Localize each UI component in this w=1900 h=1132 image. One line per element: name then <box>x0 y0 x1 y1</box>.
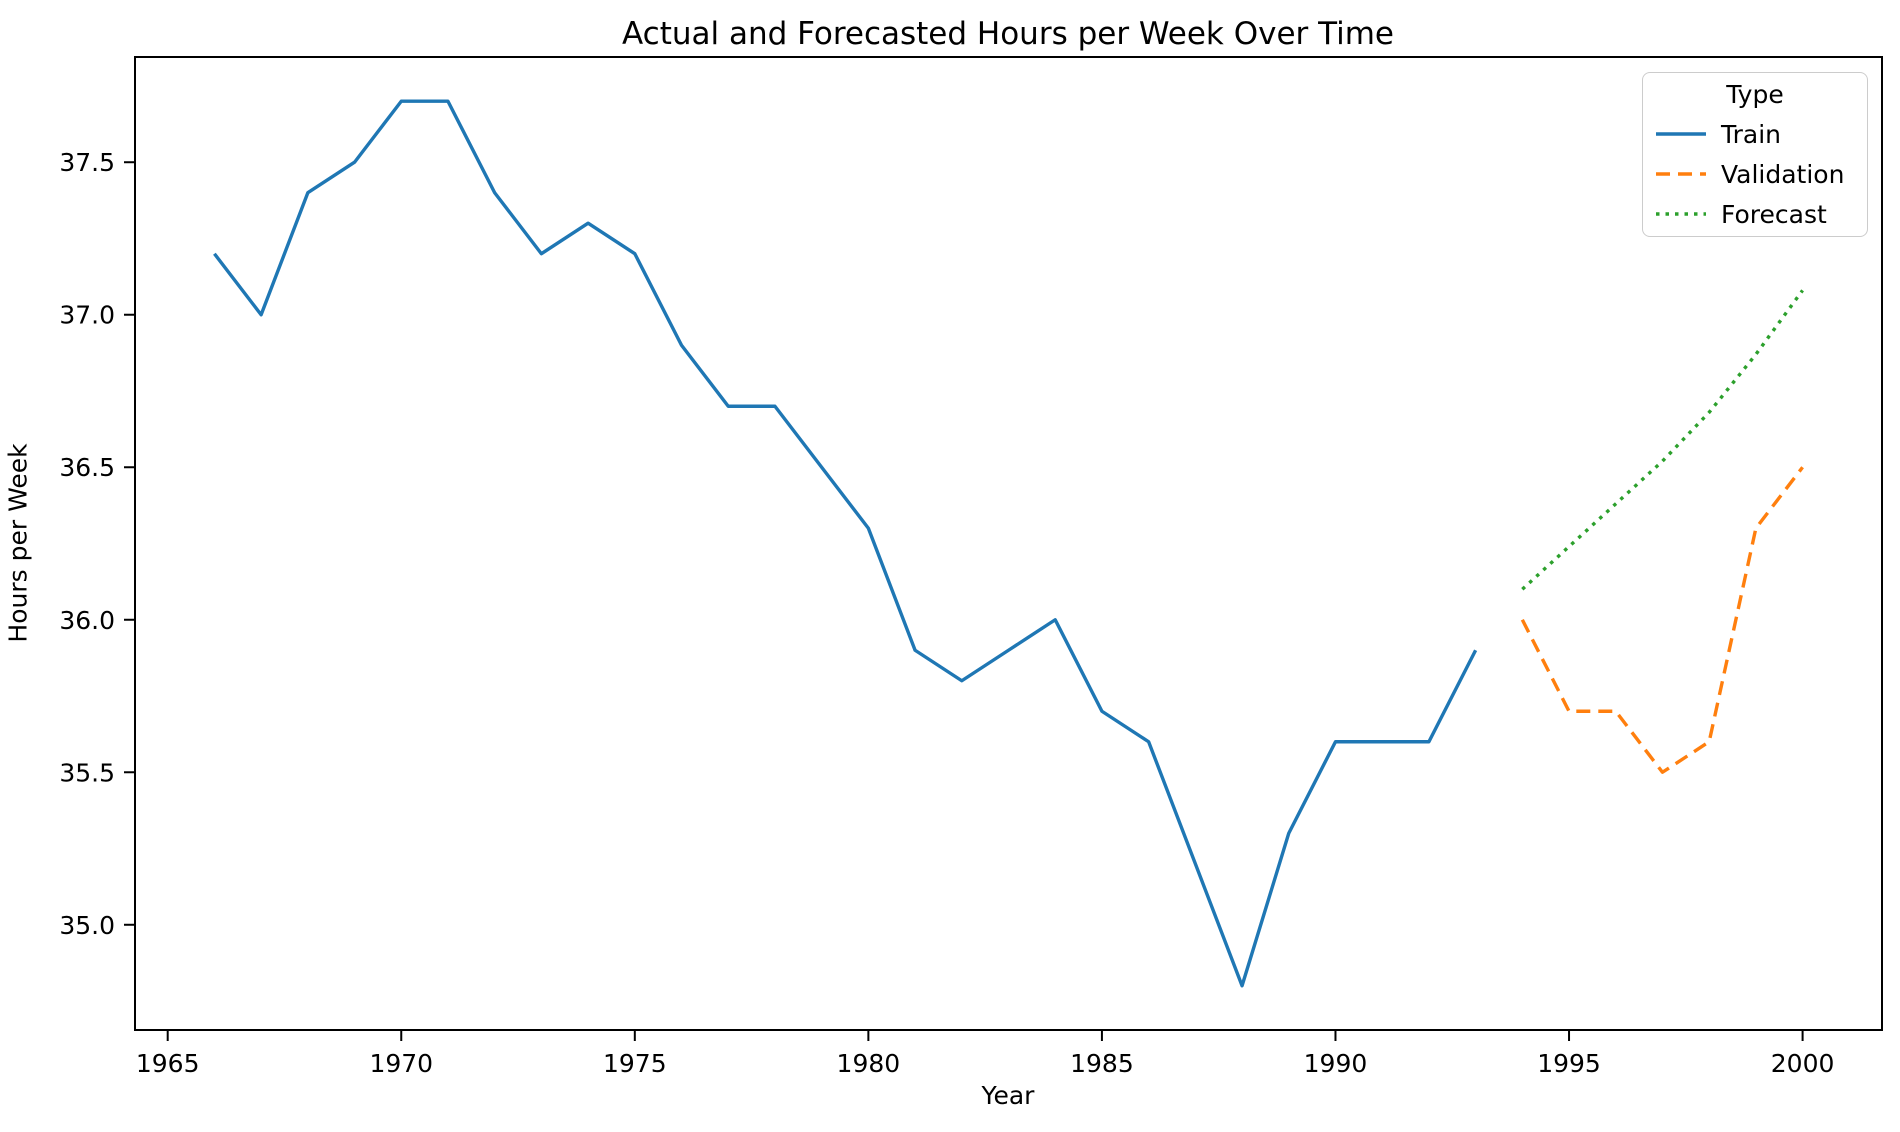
x-tick-label: 2000 <box>1771 1049 1835 1078</box>
train-line-sample-icon <box>1656 132 1706 136</box>
x-tick-label: 1970 <box>369 1049 433 1078</box>
y-tick-label: 35.5 <box>59 758 115 787</box>
forecast-line-sample-icon <box>1656 212 1706 216</box>
y-tick-label: 37.5 <box>59 148 115 177</box>
x-tick-label: 1980 <box>837 1049 901 1078</box>
forecast-series-line <box>1521 289 1804 591</box>
x-tick-label: 1985 <box>1070 1049 1134 1078</box>
y-tick-label: 35.0 <box>59 911 115 940</box>
legend-label-validation: Validation <box>1721 159 1845 189</box>
legend: Type Train Validation Forecast <box>1642 72 1868 237</box>
x-tick-label: 1995 <box>1537 1049 1601 1078</box>
legend-label-forecast: Forecast <box>1721 199 1827 229</box>
y-tick-label: 37.0 <box>59 301 115 330</box>
y-axis-label: Hours per Week <box>3 443 33 643</box>
legend-title: Type <box>1726 80 1784 109</box>
x-tick-label: 1965 <box>136 1049 200 1078</box>
y-tick-label: 36.5 <box>59 453 115 482</box>
x-tick-label: 1975 <box>603 1049 667 1078</box>
chart-title-text: Actual and Forecasted Hours per Week Ove… <box>621 16 1395 52</box>
validation-line-sample-icon <box>1656 172 1706 176</box>
legend-row-forecast: Forecast <box>1643 194 1867 234</box>
axes-spines <box>134 56 1883 1031</box>
y-tick-label: 36.0 <box>59 606 115 635</box>
legend-row-train: Train <box>1643 114 1867 154</box>
validation-series-line <box>1520 466 1804 774</box>
x-tick-label: 1990 <box>1304 1049 1368 1078</box>
legend-row-validation: Validation <box>1643 154 1867 194</box>
x-axis-label: Year <box>981 1081 1035 1110</box>
legend-label-train: Train <box>1721 119 1781 149</box>
train-series-line <box>213 99 1478 988</box>
